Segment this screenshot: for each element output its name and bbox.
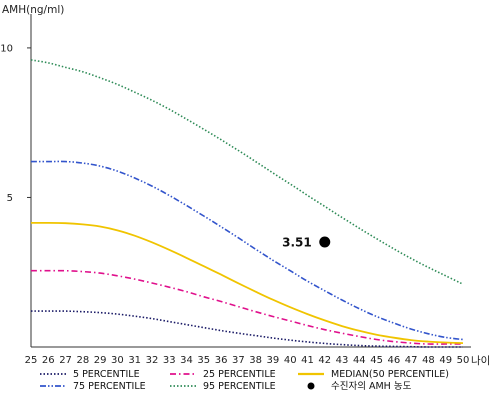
x-axis-title: 나이 xyxy=(471,355,490,367)
x-tick-label: 35 xyxy=(197,355,210,366)
patient-amh-value-label: 3.51 xyxy=(282,236,312,250)
x-tick-label: 25 xyxy=(25,355,38,366)
x-tick-label: 30 xyxy=(111,355,124,366)
x-tick-label: 32 xyxy=(146,355,159,366)
series-line-75-percentile xyxy=(31,160,464,341)
y-tick-label: 5 xyxy=(7,193,13,204)
legend-label: 5 PERCENTILE xyxy=(73,369,140,380)
series-line-25-percentile xyxy=(31,269,463,345)
legend-item-95-percentile: 95 PERCENTILE xyxy=(170,381,276,392)
x-tick-label: 46 xyxy=(388,355,401,366)
x-tick-label: 45 xyxy=(370,355,383,366)
legend-label: 25 PERCENTILE xyxy=(203,369,276,380)
legend-label: 수진자의 AMH 농도 xyxy=(331,381,412,392)
legend-label: 75 PERCENTILE xyxy=(73,381,146,392)
legend-label: MEDIAN(50 PERCENTILE) xyxy=(331,369,449,380)
x-tick-label: 40 xyxy=(284,355,297,366)
x-tick-label: 37 xyxy=(232,355,245,366)
x-tick-label: 43 xyxy=(336,355,349,366)
x-tick-label: 50 xyxy=(457,355,470,366)
x-tick-label: 31 xyxy=(128,355,141,366)
x-ticks: 25 26 27 28 29 30 31 32 33 34 35 36 37 38 39 40 41 42 43 44… xyxy=(25,355,470,366)
legend-item-75-percentile: 75 PERCENTILE xyxy=(40,381,146,392)
x-tick-label: 34 xyxy=(180,355,193,366)
x-tick-label: 49 xyxy=(439,355,452,366)
x-tick-label: 36 xyxy=(215,355,228,366)
patient-amh-point xyxy=(319,236,331,248)
x-tick-label: 38 xyxy=(249,355,262,366)
x-tick-label: 27 xyxy=(59,355,72,366)
legend-swatch xyxy=(307,382,315,390)
legend-item-amh: 수진자의 AMH 농도 xyxy=(307,381,412,392)
legend-item-5-percentile: 5 PERCENTILE xyxy=(40,369,140,380)
axes: AMH(ng/ml) 나이 xyxy=(2,4,490,367)
x-tick-label: 28 xyxy=(76,355,89,366)
series-line-95-percentile xyxy=(30,59,464,285)
x-tick-label: 42 xyxy=(318,355,331,366)
x-tick-label: 47 xyxy=(405,355,418,366)
legend-label: 95 PERCENTILE xyxy=(203,381,276,392)
legend: 5 PERCENTILE 25 PERCENTILE MEDIAN(50 PERCE… xyxy=(40,369,449,392)
patient-amh-point-group: 3.51 xyxy=(282,236,331,250)
x-tick-label: 39 xyxy=(267,355,280,366)
y-ticks: 5 10 xyxy=(0,43,31,204)
legend-item-median-50-percentile: MEDIAN(50 PERCENTILE) xyxy=(298,369,449,380)
series-line-median-50-percentile xyxy=(30,221,464,344)
x-tick-label: 33 xyxy=(163,355,176,366)
series-line-5-percentile xyxy=(31,310,463,348)
x-tick-label: 41 xyxy=(301,355,314,366)
x-tick-label: 26 xyxy=(42,355,55,366)
series-lines xyxy=(30,59,464,348)
y-axis-title: AMH(ng/ml) xyxy=(2,4,64,16)
legend-item-25-percentile: 25 PERCENTILE xyxy=(170,369,276,380)
x-tick-label: 44 xyxy=(353,355,366,366)
y-tick-label: 10 xyxy=(0,43,13,54)
x-tick-label: 29 xyxy=(94,355,107,366)
x-tick-label: 48 xyxy=(422,355,435,366)
